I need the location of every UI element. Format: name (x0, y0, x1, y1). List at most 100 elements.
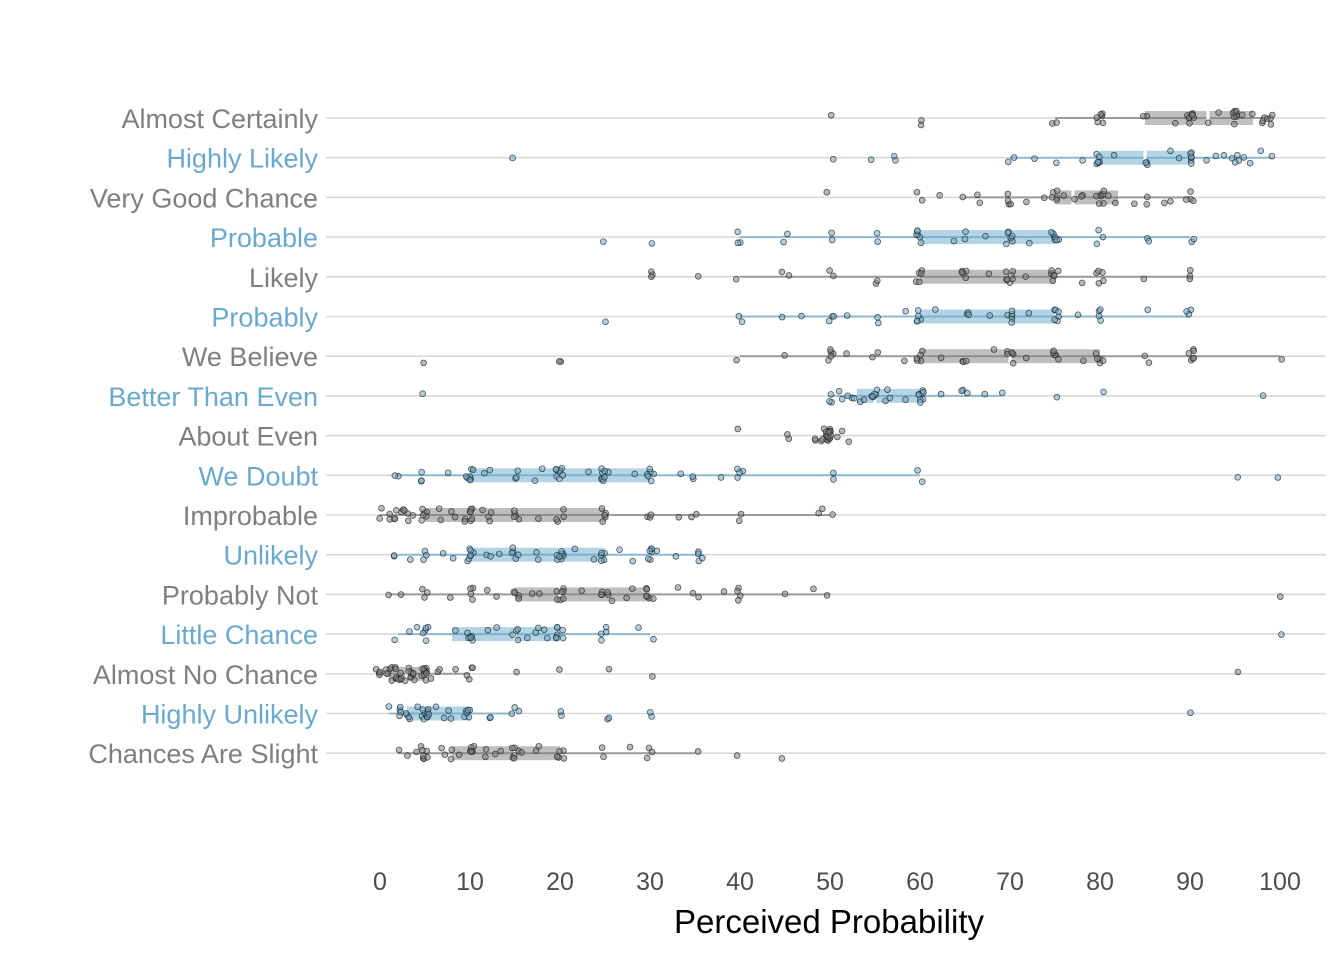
data-point (1143, 200, 1151, 208)
data-point (643, 585, 650, 593)
category-label-we-doubt: We Doubt (198, 461, 318, 491)
category-labels: Almost Certainly Highly Likely Very Good C… (88, 104, 318, 769)
data-point (513, 474, 520, 481)
data-point (867, 156, 875, 163)
data-point (1190, 354, 1198, 362)
data-point (913, 188, 921, 196)
data-point (830, 313, 838, 320)
data-point (418, 468, 425, 476)
data-point (1238, 111, 1246, 119)
data-point (780, 238, 787, 246)
data-point (1055, 308, 1062, 316)
data-point (1002, 268, 1010, 276)
data-point (558, 547, 565, 555)
category-label-almost-certainly: Almost Certainly (121, 104, 318, 134)
data-point (694, 748, 702, 755)
data-point (875, 319, 882, 327)
data-point (391, 636, 398, 644)
data-point (936, 192, 943, 199)
data-point (644, 472, 652, 480)
data-point (422, 624, 430, 632)
category-label-probably: Probably (211, 303, 318, 333)
data-point (1145, 237, 1153, 245)
data-point (693, 510, 700, 518)
data-point (533, 549, 540, 556)
data-point (556, 358, 563, 365)
data-point (452, 665, 459, 673)
data-point (468, 515, 476, 523)
data-point (1008, 307, 1016, 315)
data-point (781, 590, 789, 598)
data-point (493, 593, 500, 600)
data-point (391, 472, 399, 479)
data-point (560, 513, 567, 521)
data-point (694, 550, 702, 558)
data-point (514, 636, 522, 644)
data-point (482, 746, 490, 753)
data-point (918, 478, 926, 485)
data-point (418, 477, 425, 484)
data-point (1246, 159, 1254, 167)
data-point (552, 465, 560, 473)
category-label-almost-no-chance: Almost No Chance (93, 660, 318, 690)
data-point (1204, 119, 1212, 127)
data-point (455, 751, 463, 759)
data-point (976, 199, 984, 207)
data-point (874, 349, 882, 356)
data-point (819, 505, 826, 513)
data-point (401, 677, 409, 685)
data-point (1240, 154, 1248, 161)
data-point (421, 594, 428, 601)
data-point (1078, 279, 1086, 287)
x-tick-label: 60 (906, 868, 934, 896)
data-point (1172, 119, 1179, 127)
data-point (914, 227, 921, 234)
data-point (1187, 188, 1194, 195)
data-point (829, 155, 837, 163)
data-point (511, 589, 519, 597)
category-label-better-than-even: Better Than Even (108, 382, 318, 412)
data-point (1008, 349, 1015, 356)
data-point (798, 312, 805, 320)
data-point (538, 465, 546, 473)
data-point (826, 267, 833, 274)
data-point (959, 193, 967, 201)
data-points (372, 107, 1285, 763)
data-point (815, 509, 822, 517)
data-point (672, 553, 680, 560)
data-point (1186, 266, 1194, 274)
data-point (1110, 151, 1118, 159)
data-point (874, 314, 881, 321)
data-point (553, 516, 560, 523)
data-point (937, 354, 945, 362)
data-point (626, 743, 634, 751)
data-point (1112, 199, 1119, 207)
data-point (1203, 156, 1210, 164)
data-point (1009, 237, 1016, 245)
data-point (401, 507, 408, 514)
data-point (1008, 319, 1015, 326)
data-point (1095, 226, 1102, 234)
data-point (884, 386, 891, 393)
data-point (559, 471, 567, 479)
data-point (1100, 187, 1108, 195)
data-point (1080, 357, 1087, 365)
data-point (645, 744, 653, 752)
data-point (1095, 200, 1103, 207)
data-point (1274, 474, 1282, 481)
data-point (1050, 347, 1057, 355)
data-point (778, 268, 786, 276)
iqr-box-almost-certainly (1145, 111, 1253, 125)
data-point (557, 708, 565, 715)
data-point (838, 427, 846, 435)
data-point (937, 390, 945, 398)
data-point (874, 238, 881, 245)
data-point (1231, 158, 1239, 166)
data-point (825, 317, 833, 325)
data-point (1071, 195, 1078, 203)
data-point (1257, 147, 1265, 155)
data-point (962, 228, 969, 236)
data-point (650, 635, 657, 643)
data-point (419, 665, 426, 673)
x-tick-label: 30 (636, 868, 664, 896)
